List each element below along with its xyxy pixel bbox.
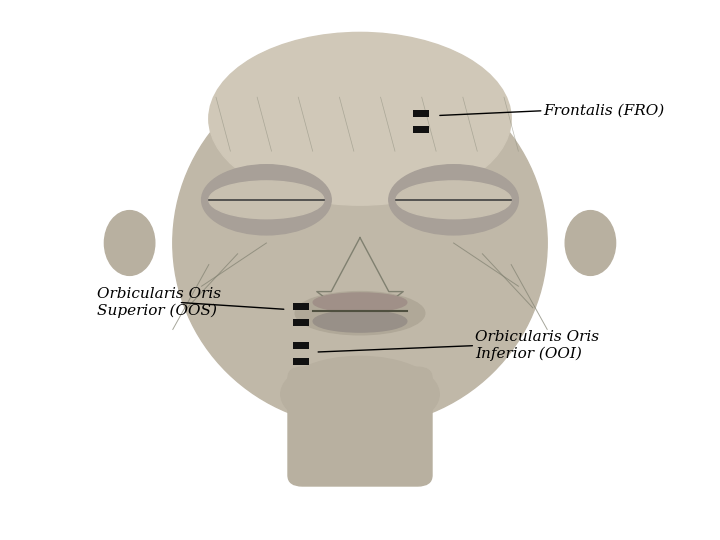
Ellipse shape — [209, 181, 324, 219]
Ellipse shape — [396, 181, 511, 219]
Ellipse shape — [313, 310, 407, 332]
Ellipse shape — [295, 292, 425, 335]
Ellipse shape — [313, 293, 407, 312]
Ellipse shape — [202, 165, 331, 235]
Ellipse shape — [209, 32, 511, 205]
Ellipse shape — [173, 59, 547, 427]
Text: Orbicularis Oris
Inferior (OOI): Orbicularis Oris Inferior (OOI) — [475, 330, 599, 361]
Ellipse shape — [281, 356, 439, 432]
FancyBboxPatch shape — [293, 319, 309, 326]
Ellipse shape — [389, 165, 518, 235]
FancyBboxPatch shape — [413, 126, 429, 133]
Ellipse shape — [565, 211, 616, 275]
FancyBboxPatch shape — [293, 342, 309, 349]
FancyBboxPatch shape — [288, 367, 432, 486]
Text: Orbicularis Oris
Superior (OOS): Orbicularis Oris Superior (OOS) — [97, 287, 221, 318]
FancyBboxPatch shape — [293, 358, 309, 365]
Text: Frontalis (FRO): Frontalis (FRO) — [544, 104, 665, 118]
Ellipse shape — [104, 211, 155, 275]
FancyBboxPatch shape — [293, 303, 309, 310]
FancyBboxPatch shape — [413, 110, 429, 117]
